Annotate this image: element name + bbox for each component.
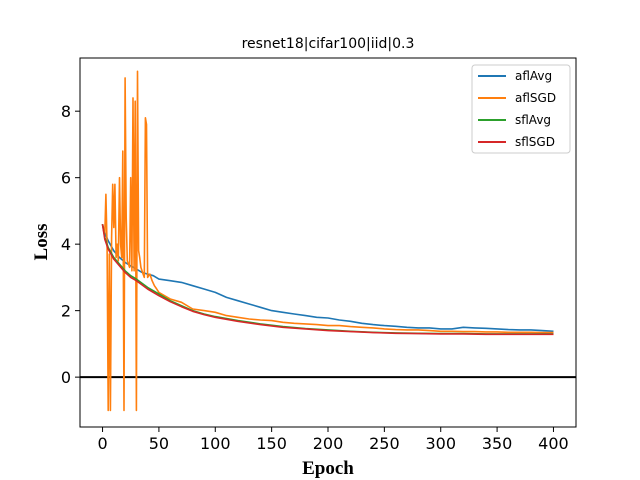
series-line-aflSGD (101, 70, 554, 412)
legend-label-sflSGD: sflSGD (515, 135, 555, 149)
y-tick-label: 2 (61, 302, 71, 321)
chart-title: resnet18|cifar100|iid|0.3 (242, 36, 415, 52)
x-tick-label: 250 (369, 434, 400, 453)
legend: aflAvg aflSGD sflAvg sflSGD (471, 64, 571, 154)
legend-label-aflAvg: aflAvg (515, 69, 552, 83)
series-line-sflSGD (101, 224, 554, 336)
x-tick-label: 0 (97, 434, 107, 453)
y-axis: 0 2 4 6 8 (61, 102, 80, 387)
y-axis-label: Loss (31, 224, 52, 261)
y-tick-label: 6 (61, 169, 71, 188)
x-tick-label: 150 (256, 434, 287, 453)
x-tick-label: 300 (425, 434, 456, 453)
x-tick-label: 100 (200, 434, 231, 453)
x-tick-label: 350 (482, 434, 513, 453)
x-tick-label: 400 (538, 434, 569, 453)
y-tick-label: 4 (61, 235, 71, 254)
legend-box (471, 64, 571, 154)
series-line-aflAvg (101, 223, 554, 333)
legend-label-aflSGD: aflSGD (515, 91, 556, 105)
x-axis: 0 50 100 150 200 250 300 350 400 (97, 427, 569, 453)
x-axis-label: Epoch (302, 458, 354, 479)
y-tick-label: 0 (61, 368, 71, 387)
x-tick-label: 200 (313, 434, 344, 453)
legend-label-sflAvg: sflAvg (515, 113, 551, 127)
x-tick-label: 50 (149, 434, 169, 453)
y-tick-label: 8 (61, 102, 71, 121)
